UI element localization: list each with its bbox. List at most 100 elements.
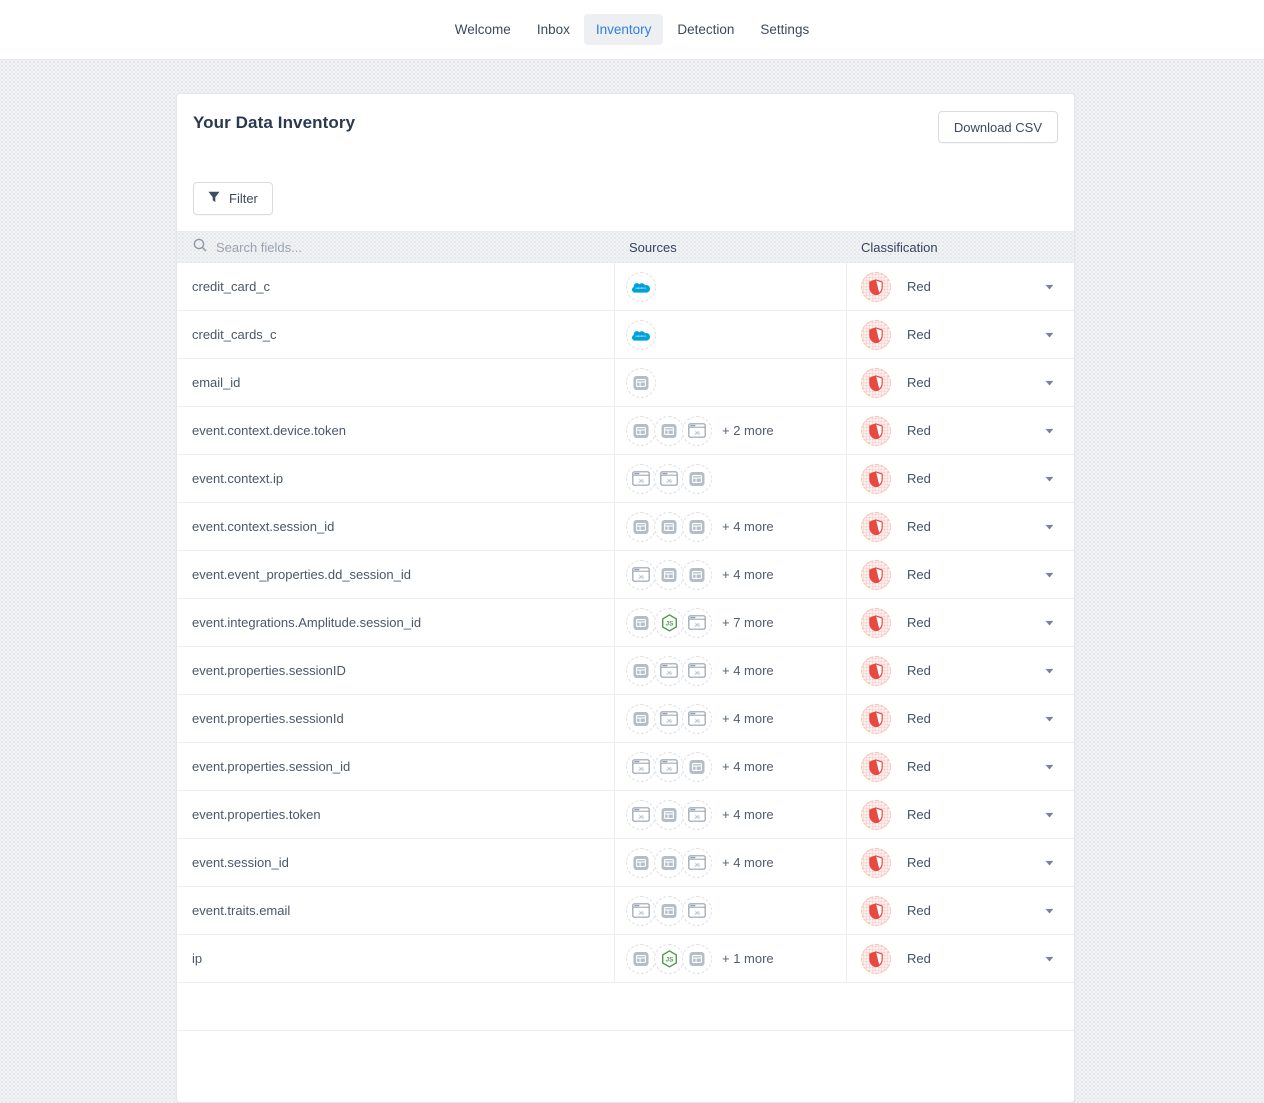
sources-cell: JS JS (614, 455, 846, 502)
more-sources-label[interactable]: + 2 more (722, 423, 774, 438)
table-row: event.context.device.token JS + 2 more Re… (177, 407, 1074, 455)
classification-value: Red (907, 279, 931, 294)
source-salesforce: salesforce (626, 319, 656, 350)
classification-select[interactable]: Red (846, 263, 1074, 310)
shield-icon (869, 518, 883, 535)
nav-item-detection[interactable]: Detection (677, 22, 735, 37)
classification-select[interactable]: Red (846, 695, 1074, 742)
classification-badge (861, 655, 891, 686)
svg-text:JS: JS (666, 478, 672, 484)
nav-item-inventory[interactable]: Inventory (583, 14, 664, 45)
classification-select[interactable]: Red (846, 791, 1074, 838)
nav-item-settings[interactable]: Settings (760, 22, 810, 37)
sources-cell: JS + 1 more (614, 935, 846, 982)
table-row: event.context.session_id + 4 more Red (177, 503, 1074, 551)
classification-select[interactable]: Red (846, 551, 1074, 598)
svg-text:JS: JS (638, 574, 644, 580)
more-sources-label[interactable]: + 4 more (722, 567, 774, 582)
classification-caret (1045, 668, 1054, 674)
app-window-icon (689, 519, 705, 534)
app-window-icon (633, 423, 649, 438)
table-row: event.integrations.Amplitude.session_id … (177, 599, 1074, 647)
source-window-outline: JS (682, 703, 712, 734)
more-sources-label[interactable]: + 4 more (722, 663, 774, 678)
classification-badge (861, 511, 891, 542)
source-window-outline: JS (654, 463, 684, 494)
search-input[interactable] (216, 239, 576, 255)
table-row: event.properties.token JS JS + 4 more Red (177, 791, 1074, 839)
classification-select[interactable]: Red (846, 647, 1074, 694)
classification-select[interactable]: Red (846, 743, 1074, 790)
source-window-outline: JS (682, 415, 712, 446)
browser-js-icon: JS (688, 615, 706, 630)
svg-text:JS: JS (665, 620, 673, 627)
app-window-icon (661, 855, 677, 870)
more-sources-label[interactable]: + 1 more (722, 951, 774, 966)
more-sources-label[interactable]: + 4 more (722, 759, 774, 774)
table-row: event.properties.sessionID JS JS + 4 more… (177, 647, 1074, 695)
field-name: event.properties.sessionId (192, 711, 344, 726)
more-sources-label[interactable]: + 4 more (722, 807, 774, 822)
source-window-outline: JS (626, 463, 656, 494)
classification-select[interactable]: Red (846, 359, 1074, 406)
more-sources-label[interactable]: + 4 more (722, 711, 774, 726)
shield-icon (869, 710, 883, 727)
download-csv-button[interactable]: Download CSV (937, 111, 1058, 143)
shield-icon (869, 470, 883, 487)
browser-js-icon: JS (688, 663, 706, 678)
classification-badge (861, 463, 891, 494)
classification-value: Red (907, 375, 931, 390)
svg-text:JS: JS (694, 718, 700, 724)
nav-item-welcome[interactable]: Welcome (454, 22, 511, 37)
sources-cell: JS + 4 more (614, 839, 846, 886)
salesforce-icon: salesforce (632, 330, 650, 341)
caret-down-icon (1045, 572, 1054, 577)
classification-select[interactable]: Red (846, 599, 1074, 646)
field-cell: event.properties.session_id (177, 743, 614, 790)
browser-js-icon: JS (660, 471, 678, 486)
field-name: credit_cards_c (192, 327, 277, 342)
field-cell: event.context.ip (177, 455, 614, 502)
source-nodejs: JS (654, 943, 684, 974)
classification-caret (1045, 332, 1054, 338)
more-sources-label[interactable]: + 7 more (722, 615, 774, 630)
classification-select[interactable]: Red (846, 503, 1074, 550)
classification-badge (861, 847, 891, 878)
classification-select[interactable]: Red (846, 935, 1074, 982)
table-row: event.session_id JS + 4 more Red (177, 839, 1074, 887)
svg-text:JS: JS (638, 814, 644, 820)
shield-icon (869, 950, 883, 967)
classification-value: Red (907, 807, 931, 822)
browser-js-icon: JS (632, 567, 650, 582)
data-inventory-card: Your Data Inventory Download CSV Filter … (176, 93, 1075, 1103)
caret-down-icon (1045, 764, 1054, 769)
browser-js-icon: JS (688, 423, 706, 438)
sources-cell: JS JS (614, 887, 846, 934)
shield-icon (869, 758, 883, 775)
svg-text:JS: JS (666, 718, 672, 724)
svg-text:JS: JS (694, 622, 700, 628)
sources-cell: JS JS + 4 more (614, 743, 846, 790)
shield-icon (869, 614, 883, 631)
sources-cell: + 4 more (614, 503, 846, 550)
classification-caret (1045, 572, 1054, 578)
source-window-outline: JS (654, 703, 684, 734)
source-window-filled (682, 751, 712, 782)
more-sources-label[interactable]: + 4 more (722, 519, 774, 534)
source-window-outline: JS (626, 799, 656, 830)
nav-item-inbox[interactable]: Inbox (536, 22, 570, 37)
classification-badge (861, 703, 891, 734)
classification-select[interactable]: Red (846, 887, 1074, 934)
field-cell: event.integrations.Amplitude.session_id (177, 599, 614, 646)
browser-js-icon: JS (688, 711, 706, 726)
source-window-filled (626, 607, 656, 638)
classification-caret (1045, 956, 1054, 962)
classification-select[interactable]: Red (846, 311, 1074, 358)
classification-badge (861, 559, 891, 590)
classification-select[interactable]: Red (846, 407, 1074, 454)
filter-button[interactable]: Filter (193, 182, 273, 215)
more-sources-label[interactable]: + 4 more (722, 855, 774, 870)
classification-select[interactable]: Red (846, 455, 1074, 502)
svg-text:JS: JS (638, 766, 644, 772)
classification-select[interactable]: Red (846, 839, 1074, 886)
